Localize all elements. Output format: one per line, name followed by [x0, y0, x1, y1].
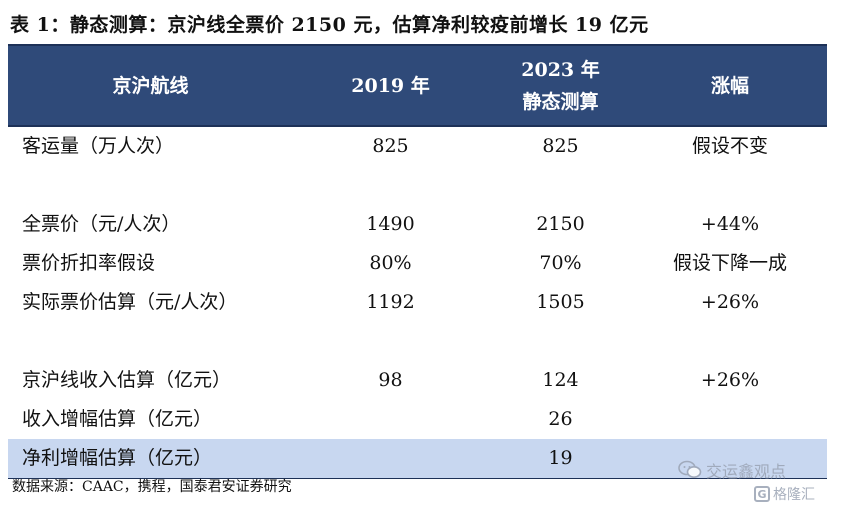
header-route: 京沪航线 [112, 74, 189, 97]
table-title: 表 1：静态测算：京沪线全票价 2150 元，估算净利较疫前增长 19 亿元 [10, 14, 649, 36]
source-note: 数据来源：CAAC，携程，国泰君安证券研究 [12, 479, 292, 495]
watermark-text-2: 格隆汇 [773, 487, 815, 503]
table-row: 全票价（元/人次） 1490 2150 +44% [8, 205, 827, 244]
watermark-line-2: G 格隆汇 [754, 484, 815, 504]
row-change [633, 400, 827, 439]
row-label: 全票价（元/人次） [22, 213, 181, 235]
row-value-2023: 124 [542, 369, 579, 391]
row-change: +26% [700, 369, 760, 391]
row-spacer [8, 322, 827, 361]
table-header: 京沪航线 2019 年 2023 年 静态测算 涨幅 [8, 44, 827, 125]
row-value-2023: 2150 [536, 213, 585, 235]
table-row: 京沪线收入估算（亿元） 98 124 +26% [8, 361, 827, 400]
table-bottom-rule [8, 478, 827, 479]
row-value-2023: 19 [548, 447, 573, 469]
row-value-2023: 825 [542, 135, 579, 157]
header-2023-estimate: 静态测算 [522, 90, 599, 113]
row-value-2023: 70% [539, 252, 582, 274]
row-label: 实际票价估算（元/人次） [22, 291, 238, 313]
row-value-2019 [293, 400, 488, 439]
row-label: 净利增幅估算（亿元） [22, 447, 213, 469]
row-value-2019: 825 [372, 135, 409, 157]
watermark-line-1: 交运鑫观点 [678, 458, 786, 482]
watermark-badge-icon: G [754, 486, 770, 502]
header-divider [8, 125, 827, 127]
row-value-2023: 26 [548, 408, 573, 430]
watermark-text-1: 交运鑫观点 [706, 462, 787, 481]
wechat-icon [678, 460, 702, 478]
data-table: 京沪航线 2019 年 2023 年 静态测算 涨幅 客运量（万人次） 825 … [8, 44, 827, 479]
row-value-2019 [293, 439, 488, 478]
row-label: 京沪线收入估算（亿元） [22, 369, 232, 391]
table-row: 票价折扣率假设 80% 70% 假设下降一成 [8, 244, 827, 283]
row-spacer [8, 166, 827, 205]
row-change: +26% [700, 291, 760, 313]
row-change: 假设下降一成 [672, 252, 787, 274]
header-2023: 2023 年 静态测算 [488, 46, 633, 125]
row-label: 收入增幅估算（亿元） [22, 408, 213, 430]
row-value-2023: 1505 [536, 291, 585, 313]
header-change: 涨幅 [710, 74, 749, 97]
row-value-2019: 98 [378, 369, 403, 391]
table-row: 收入增幅估算（亿元） 26 [8, 400, 827, 439]
header-2019: 2019 年 [351, 74, 430, 97]
table-row: 客运量（万人次） 825 825 假设不变 [8, 127, 827, 166]
row-value-2019: 80% [369, 252, 412, 274]
header-2023-year: 2023 年 [521, 58, 600, 81]
row-change: 假设不变 [691, 135, 768, 157]
watermark: 交运鑫观点 G 格隆汇 [678, 458, 828, 506]
row-change: +44% [700, 213, 760, 235]
row-value-2019: 1192 [366, 291, 415, 313]
row-value-2019: 1490 [366, 213, 415, 235]
row-label: 票价折扣率假设 [22, 252, 156, 274]
row-label: 客运量（万人次） [22, 135, 175, 157]
table-row: 实际票价估算（元/人次） 1192 1505 +26% [8, 283, 827, 322]
